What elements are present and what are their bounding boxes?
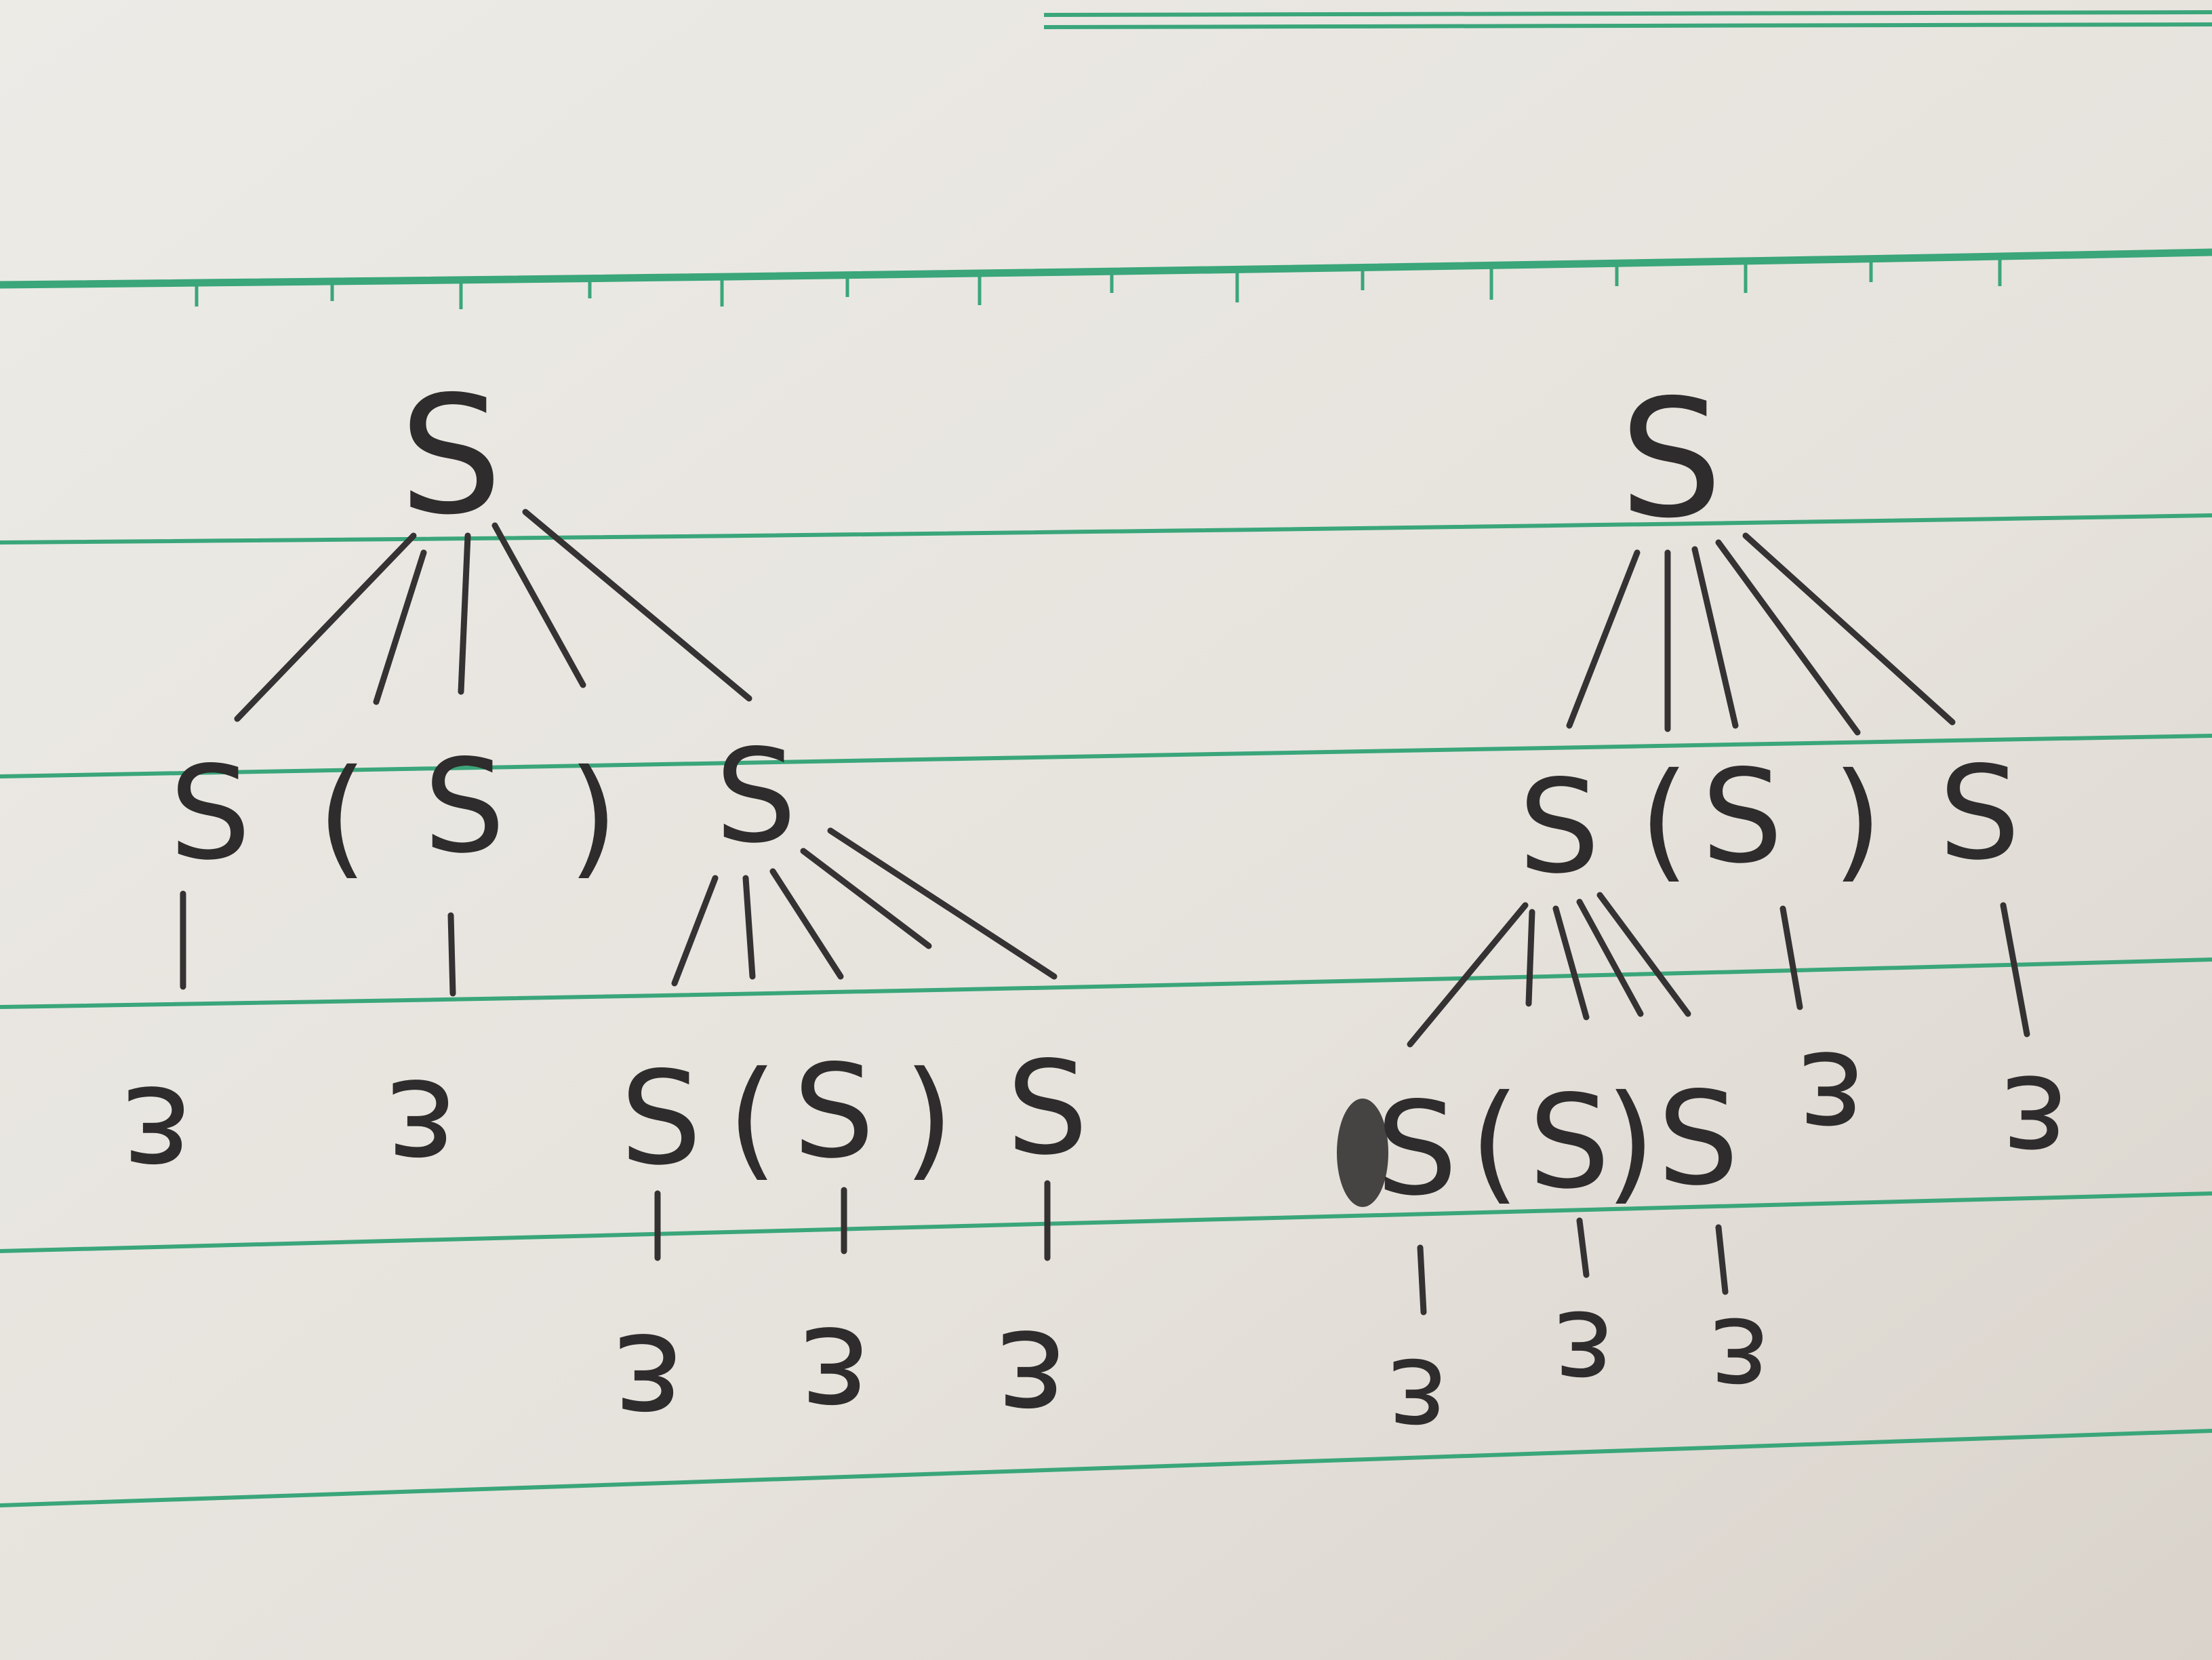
tree-left-l1-s3: S (715, 722, 797, 871)
tree-right-l1-s2: S (1702, 742, 1784, 892)
tree-left-l1-s1: S (169, 738, 252, 888)
tree-right-l1-leaf-edges (1779, 902, 2030, 1038)
tree-right-s1-edges (1407, 892, 1691, 1048)
tree-right-level2: S ( S ) S (1337, 1064, 1739, 1224)
tree-left-l2-s3: S (1007, 1033, 1089, 1183)
tree-right-l1-rparen: ) (1832, 745, 1883, 895)
tree-left-l2-epsilon-2: ε (797, 1297, 870, 1455)
tree-left-l1-leaf-edges (180, 890, 456, 997)
tree-left-l1-epsilon-2: ε (384, 1049, 457, 1207)
tree-left-l1-rparen: ) (568, 742, 618, 892)
tree-left-l2-leaves: ε ε ε (611, 1297, 1067, 1461)
tree-left-l2-leaf-edges (654, 1180, 1051, 1261)
margin-ticks (195, 257, 2002, 309)
tree-right-l2-rparen: ) (1605, 1067, 1655, 1217)
tree-right-l1-epsilon-1: ε (1796, 1023, 1866, 1173)
tree-left-level1: S ( S ) S (169, 722, 797, 892)
notebook-ruling (0, 10, 2212, 1507)
tree-right-l2-s3: S (1657, 1064, 1740, 1214)
tree-right-level1: S ( S ) S (1519, 738, 2021, 902)
parse-tree-right: S S ( S ) S ε ε (1337, 364, 2068, 1467)
tree-left-level2: S ( S ) S (620, 1033, 1089, 1193)
tree-left-l1-lparen: ( (317, 742, 367, 892)
tree-right-l2-epsilon-3: ε (1708, 1292, 1770, 1426)
tree-right-l2-s1: S (1376, 1074, 1458, 1224)
parse-tree-left: S S ( S ) S ε ε (119, 361, 1088, 1461)
tree-left-s3-edges (671, 827, 1058, 987)
tree-left-l1-s2: S (424, 732, 506, 882)
tree-right-l1-leaves: ε ε (1796, 1023, 2069, 1197)
scribble-mark (1337, 1099, 1388, 1207)
tree-left-root: S (399, 361, 502, 551)
tree-right-l2-epsilon-2: ε (1552, 1285, 1614, 1419)
tree-left-l2-s1: S (620, 1044, 702, 1193)
tree-right-l2-leaf-edges (1417, 1217, 1729, 1316)
tree-right-l1-lparen: ( (1639, 745, 1689, 895)
tree-left-l1-leaves: ε ε (119, 1049, 457, 1214)
tree-right-root: S (1620, 364, 1723, 554)
tree-right-l2-leaves: ε ε ε (1386, 1285, 1770, 1467)
tree-left-l2-lparen: ( (727, 1044, 778, 1193)
tree-left-l2-s2: S (793, 1037, 875, 1187)
tree-left-l1-epsilon-1: ε (119, 1056, 193, 1214)
tree-left-l2-epsilon-3: ε (994, 1300, 1067, 1458)
tree-right-l1-s1: S (1519, 752, 1601, 902)
tree-right-l2-s2: S (1529, 1067, 1611, 1217)
tree-right-root-edges (1566, 532, 1956, 736)
tree-left-l2-rparen: ) (904, 1044, 954, 1193)
tree-right-l2-epsilon-1: ε (1386, 1332, 1448, 1467)
tree-left-root-edges (234, 509, 752, 722)
tree-left-l2-epsilon-1: ε (611, 1303, 684, 1461)
tree-right-l1-epsilon-2: ε (1999, 1047, 2069, 1197)
tree-right-l2-lparen: ( (1470, 1067, 1520, 1217)
tree-right-l1-s3: S (1939, 738, 2021, 888)
